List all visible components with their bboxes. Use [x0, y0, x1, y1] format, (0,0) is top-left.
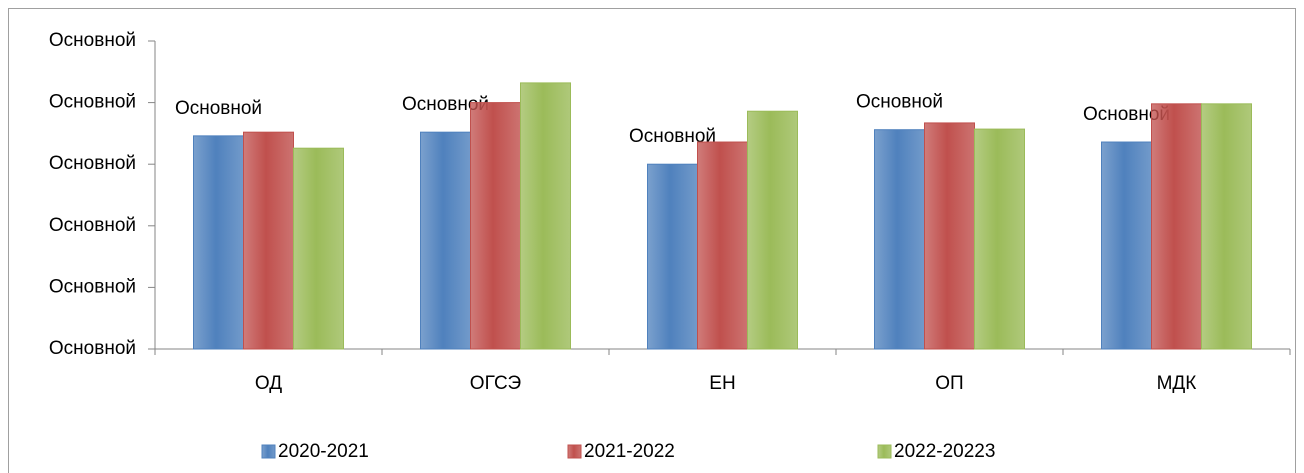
y-tick-label: Основной [49, 92, 136, 113]
legend-swatch [567, 444, 582, 459]
x-tick-label: ОГСЭ [470, 373, 521, 394]
bar [924, 122, 975, 350]
legend-label: 2022-20223 [894, 441, 995, 462]
data-label: Основной [856, 92, 943, 113]
data-label: Основной [402, 94, 489, 115]
x-tick-label: МДК [1157, 373, 1197, 394]
bar [470, 102, 521, 350]
y-tick-label: Основной [49, 338, 136, 359]
bar [1101, 141, 1152, 350]
x-tick-label: ЕН [709, 373, 735, 394]
legend-label: 2020-2021 [278, 441, 369, 462]
bar [293, 147, 344, 350]
bar [974, 128, 1025, 350]
y-tick-label: Основной [49, 276, 136, 297]
bar [1201, 103, 1252, 350]
bar [747, 110, 798, 350]
bar [647, 163, 698, 350]
bar [420, 131, 471, 350]
data-label: Основной [1083, 104, 1170, 125]
bar [1151, 103, 1202, 350]
x-tick-label: ОД [255, 373, 282, 394]
legend-swatch [261, 444, 276, 459]
bar [243, 131, 294, 350]
data-label: Основной [175, 98, 262, 119]
y-tick-label: Основной [49, 30, 136, 51]
legend-swatch [877, 444, 892, 459]
bar [193, 135, 244, 350]
y-tick-label: Основной [49, 153, 136, 174]
bar [697, 141, 748, 350]
bar [874, 129, 925, 350]
y-tick-label: Основной [49, 215, 136, 236]
legend-label: 2021-2022 [584, 441, 675, 462]
bar [520, 82, 571, 350]
x-tick-label: ОП [935, 373, 963, 394]
data-label: Основной [629, 126, 716, 147]
